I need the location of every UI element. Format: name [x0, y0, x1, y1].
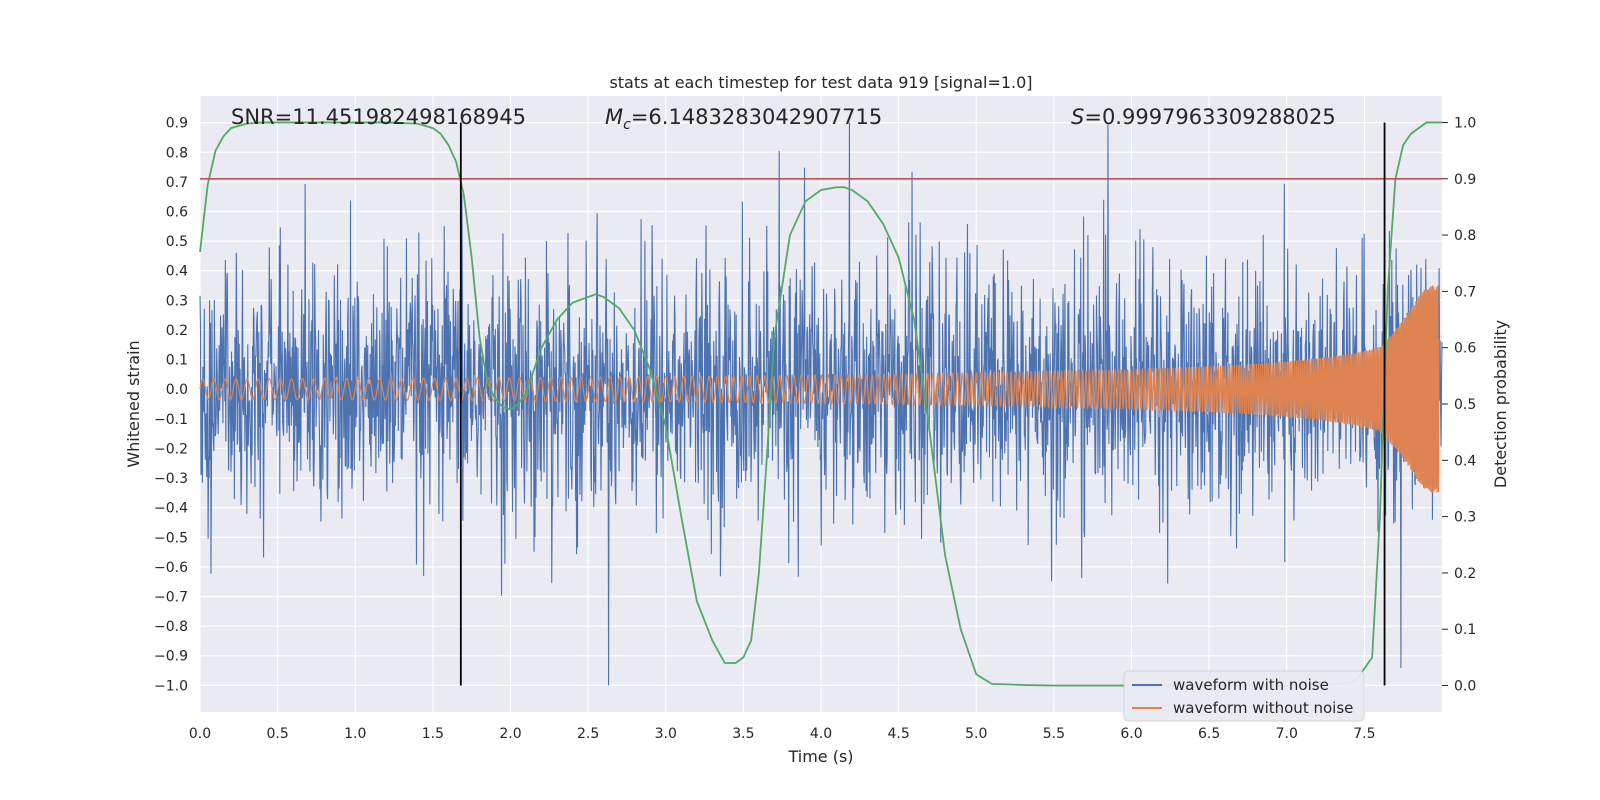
y2-tick-label: 0.5 [1454, 397, 1476, 413]
y2-tick-label: 0.4 [1454, 453, 1476, 469]
y2-tick-label: 0.9 [1454, 172, 1476, 188]
x-tick-label: 3.0 [655, 726, 677, 742]
legend-box [1123, 670, 1365, 722]
series-waveform-without-noise [199, 285, 1440, 493]
chart-title: stats at each timestep for test data 919… [609, 73, 1032, 92]
snr-annotation: SNR=11.451982498168945 [231, 105, 526, 129]
legend: waveform with noise waveform without noi… [1123, 670, 1365, 722]
x-axis-ticks: 0.0 0.5 1.0 1.5 2.0 2.5 3.0 3.5 4.0 4.5 5.0 5.5 6.0 6… [189, 726, 1376, 742]
y-axis-label: Whitened strain [124, 340, 143, 467]
y2-tick-label: 0.0 [1454, 679, 1476, 695]
reference-lines [200, 122, 1442, 686]
x-tick-label: 0.5 [266, 726, 288, 742]
x-tick-label: 2.0 [499, 726, 521, 742]
x-tick-label: 3.5 [732, 726, 754, 742]
legend-label-clean: waveform without noise [1173, 699, 1353, 717]
y2-tick-label: 0.7 [1454, 284, 1476, 300]
x-tick-label: 1.5 [422, 726, 444, 742]
x-tick-label: 7.0 [1276, 726, 1298, 742]
y-tick-label: −0.2 [154, 441, 188, 457]
y-tick-label: −0.9 [154, 649, 188, 665]
y-tick-label: −0.8 [154, 619, 188, 635]
x-tick-label: 4.0 [810, 726, 832, 742]
y-tick-label: 0.7 [166, 175, 188, 191]
y-tick-label: 0.5 [166, 234, 188, 250]
y-tick-label: −1.0 [154, 678, 188, 694]
x-tick-label: 7.5 [1353, 726, 1375, 742]
y-tick-label: 0.1 [166, 353, 188, 369]
y-tick-label: −0.7 [154, 590, 188, 606]
x-tick-label: 5.5 [1043, 726, 1065, 742]
x-tick-label: 4.5 [887, 726, 909, 742]
x-axis-label: Time (s) [787, 747, 853, 766]
mc-symbol: M [605, 105, 623, 129]
y-tick-label: −0.4 [154, 501, 188, 517]
y2-tick-label: 1.0 [1454, 115, 1476, 131]
y2-tick-label: 0.3 [1454, 510, 1476, 526]
y2-axis-label: Detection probability [1491, 320, 1510, 488]
y2-tick-label: 0.2 [1454, 566, 1476, 582]
s-symbol: S [1071, 105, 1084, 129]
y-tick-label: 0.2 [166, 323, 188, 339]
y-tick-label: 0.6 [166, 205, 188, 221]
y-tick-label: −0.6 [154, 560, 188, 576]
mc-annotation: Mc=6.1483283042907715 [605, 105, 882, 133]
x-tick-label: 1.0 [344, 726, 366, 742]
x-tick-label: 5.0 [965, 726, 987, 742]
y-tick-label: 0.8 [166, 145, 188, 161]
chirp-trace [199, 285, 1440, 493]
x-tick-label: 0.0 [189, 726, 211, 742]
mc-subscript: c [623, 117, 631, 133]
y2-tick-label: 0.6 [1454, 341, 1476, 357]
y-tick-label: −0.5 [154, 530, 188, 546]
y2-tick-label: 0.8 [1454, 228, 1476, 244]
y2-tick-label: 0.1 [1454, 622, 1476, 638]
legend-label-noise: waveform with noise [1173, 676, 1329, 694]
y-tick-label: 0.4 [166, 264, 188, 280]
x-tick-label: 2.5 [577, 726, 599, 742]
y-tick-label: −0.1 [154, 412, 188, 428]
y2-axis-ticks: 1.0 0.9 0.8 0.7 0.6 0.5 0.4 0.3 0.2 0.1 0.0 [1442, 115, 1476, 695]
y-axis-ticks: 0.9 0.8 0.7 0.6 0.5 0.4 0.3 0.2 0.1 0.0 −0.1 −0.2 −0… [154, 116, 188, 695]
y-tick-label: 0.9 [166, 116, 188, 132]
x-tick-label: 6.5 [1198, 726, 1220, 742]
y-tick-label: −0.3 [154, 471, 188, 487]
mc-value: =6.1483283042907715 [631, 105, 882, 129]
y-tick-label: 0.3 [166, 293, 188, 309]
x-tick-label: 6.0 [1120, 726, 1142, 742]
s-value: =0.9997963309288025 [1084, 105, 1335, 129]
y-tick-label: 0.0 [166, 382, 188, 398]
s-annotation: S=0.9997963309288025 [1071, 105, 1336, 129]
